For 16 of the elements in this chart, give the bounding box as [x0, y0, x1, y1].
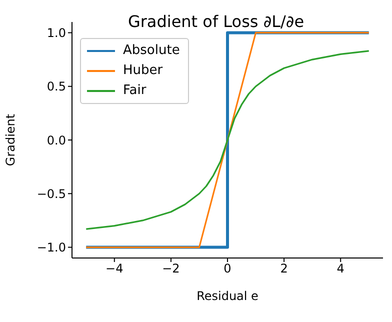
y-tick-label: −0.5 — [36, 186, 66, 201]
x-tick-label: 0 — [224, 262, 232, 276]
y-tick-label: −1.0 — [36, 240, 66, 255]
x-tick-label: 2 — [280, 262, 288, 276]
y-axis-title: Gradient — [3, 114, 18, 166]
legend-label: Absolute — [123, 42, 180, 60]
x-tick-label: −2 — [162, 262, 180, 276]
legend-label: Fair — [123, 82, 146, 100]
y-tick-label: 1.0 — [46, 26, 66, 40]
legend-label: Huber — [123, 62, 163, 80]
chart-title: Gradient of Loss ∂L/∂e — [126, 11, 306, 31]
x-tick-label: −4 — [106, 262, 124, 276]
x-tick-label: 4 — [336, 262, 344, 276]
x-axis-title: Residual e — [196, 289, 258, 303]
y-tick-label: 0.5 — [46, 80, 66, 94]
y-tick-label: 0.0 — [46, 133, 66, 148]
